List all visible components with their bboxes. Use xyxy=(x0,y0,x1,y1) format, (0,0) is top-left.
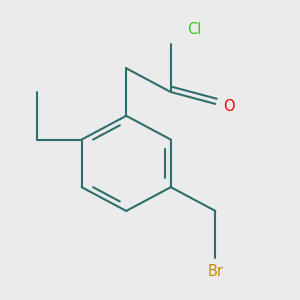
Text: O: O xyxy=(223,99,234,114)
Text: Cl: Cl xyxy=(187,22,202,37)
Text: Br: Br xyxy=(207,264,224,279)
